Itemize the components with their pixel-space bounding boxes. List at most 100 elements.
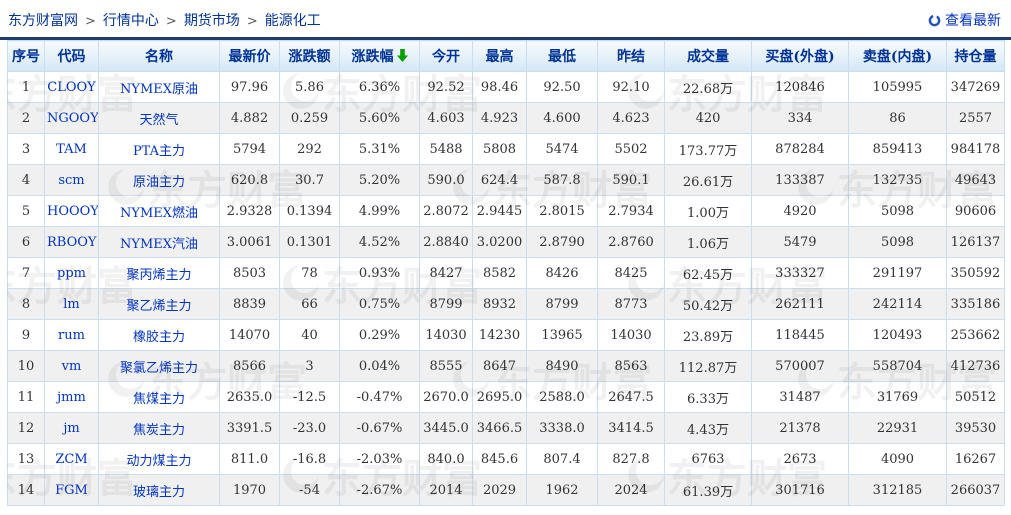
cell-prev: 5502 bbox=[597, 133, 665, 165]
name-link[interactable]: 焦煤主力 bbox=[132, 391, 185, 407]
cell-vol: 1.00万 bbox=[664, 195, 752, 227]
cell-code: NGOOY bbox=[44, 102, 99, 134]
cell-low: 8490 bbox=[526, 350, 598, 382]
column-header-label: 今开 bbox=[432, 49, 460, 65]
breadcrumb-link-2[interactable]: 期货市场 bbox=[183, 13, 240, 29]
cell-buy: 4920 bbox=[751, 195, 849, 227]
column-header-high[interactable]: 最高 bbox=[472, 40, 527, 72]
name-link[interactable]: 聚乙烯主力 bbox=[126, 298, 192, 314]
cell-high: 624.4 bbox=[472, 164, 527, 196]
code-link[interactable]: jmm bbox=[57, 389, 86, 405]
code-link[interactable]: HOOOY bbox=[47, 203, 99, 219]
code-link[interactable]: FGM bbox=[55, 482, 88, 498]
column-header-open[interactable]: 今开 bbox=[419, 40, 473, 72]
code-link[interactable]: scm bbox=[58, 172, 85, 188]
cell-open: 8799 bbox=[419, 288, 473, 320]
cell-buy: 334 bbox=[751, 102, 849, 134]
cell-vol: 26.61万 bbox=[664, 164, 752, 196]
column-header-prev[interactable]: 昨结 bbox=[597, 40, 665, 72]
cell-no: 9 bbox=[7, 319, 45, 351]
name-link[interactable]: 橡胶主力 bbox=[132, 329, 185, 345]
cell-prev: 3414.5 bbox=[597, 412, 665, 444]
cell-price: 3.0061 bbox=[219, 226, 280, 258]
code-link[interactable]: ZCM bbox=[55, 451, 88, 467]
column-header-label: 名称 bbox=[145, 49, 173, 65]
code-link[interactable]: RBOOY bbox=[47, 234, 97, 250]
column-header-code[interactable]: 代码 bbox=[44, 40, 99, 72]
cell-chg: 0.1394 bbox=[279, 195, 340, 227]
cell-buy: 262111 bbox=[751, 288, 849, 320]
cell-buy: 5479 bbox=[751, 226, 849, 258]
breadcrumb-link-3[interactable]: 能源化工 bbox=[264, 13, 321, 29]
column-header-low[interactable]: 最低 bbox=[526, 40, 598, 72]
code-link[interactable]: ppm bbox=[57, 265, 86, 281]
column-header-no[interactable]: 序号 bbox=[7, 40, 45, 72]
column-header-buy[interactable]: 买盘(外盘) bbox=[751, 40, 849, 72]
cell-open: 2.8072 bbox=[419, 195, 473, 227]
table-row: 1 CLOOY NYMEX原油 97.96 5.86 6.36% 92.52 98.46 92.… bbox=[7, 71, 1005, 103]
cell-chg: -12.5 bbox=[279, 381, 340, 413]
cell-name: 焦炭主力 bbox=[98, 412, 220, 444]
column-header-vol[interactable]: 成交量 bbox=[664, 40, 752, 72]
cell-sell: 31769 bbox=[848, 381, 947, 413]
code-link[interactable]: CLOOY bbox=[47, 79, 96, 95]
cell-price: 8503 bbox=[219, 257, 280, 289]
name-link[interactable]: 玻璃主力 bbox=[132, 484, 185, 500]
column-header-label: 最低 bbox=[548, 49, 576, 65]
cell-prev: 2024 bbox=[597, 474, 665, 506]
code-link[interactable]: vm bbox=[61, 358, 82, 374]
code-link[interactable]: TAM bbox=[56, 141, 87, 157]
cell-vol: 1.06万 bbox=[664, 226, 752, 258]
code-link[interactable]: jm bbox=[63, 420, 80, 436]
table-header: 序号 代码 名称 最新价 涨跌额 涨跌幅 今开 最高 最低 昨结 成交量 买盘(外盘) 卖盘(内盘) 持仓… bbox=[7, 40, 1005, 72]
breadcrumb-link-0[interactable]: 东方财富网 bbox=[8, 13, 78, 29]
cell-sell: 86 bbox=[848, 102, 947, 134]
column-header-label: 持仓量 bbox=[954, 49, 997, 65]
column-header-sell[interactable]: 卖盘(内盘) bbox=[848, 40, 947, 72]
table-row: 9 rum 橡胶主力 14070 40 0.29% 14030 14230 13965 14030… bbox=[7, 319, 1005, 351]
column-header-label: 最新价 bbox=[228, 49, 271, 65]
cell-open: 590.0 bbox=[419, 164, 473, 196]
name-link[interactable]: 聚丙烯主力 bbox=[126, 267, 192, 283]
cell-buy: 2673 bbox=[751, 443, 849, 475]
column-header-label: 卖盘(内盘) bbox=[862, 49, 933, 65]
cell-no: 4 bbox=[7, 164, 45, 196]
refresh-icon bbox=[928, 14, 941, 27]
column-header-name[interactable]: 名称 bbox=[98, 40, 220, 72]
column-header-pct[interactable]: 涨跌幅 bbox=[339, 40, 420, 72]
column-header-chg[interactable]: 涨跌额 bbox=[279, 40, 340, 72]
cell-no: 2 bbox=[7, 102, 45, 134]
code-link[interactable]: NGOOY bbox=[47, 110, 99, 126]
name-link[interactable]: 聚氯乙烯主力 bbox=[119, 360, 198, 376]
name-link[interactable]: 原油主力 bbox=[132, 174, 185, 190]
cell-buy: 118445 bbox=[751, 319, 849, 351]
cell-low: 13965 bbox=[526, 319, 598, 351]
cell-oi: 90606 bbox=[946, 195, 1005, 227]
name-link[interactable]: 动力煤主力 bbox=[126, 453, 192, 469]
cell-prev: 590.1 bbox=[597, 164, 665, 196]
cell-no: 14 bbox=[7, 474, 45, 506]
breadcrumb-link-1[interactable]: 行情中心 bbox=[102, 13, 159, 29]
name-link[interactable]: 焦炭主力 bbox=[132, 422, 185, 438]
cell-buy: 333327 bbox=[751, 257, 849, 289]
cell-buy: 21378 bbox=[751, 412, 849, 444]
cell-no: 13 bbox=[7, 443, 45, 475]
name-link[interactable]: NYMEX原油 bbox=[119, 81, 198, 97]
name-link[interactable]: 天然气 bbox=[139, 112, 179, 128]
cell-code: ZCM bbox=[44, 443, 99, 475]
name-link[interactable]: PTA主力 bbox=[132, 143, 186, 159]
cell-chg: 30.7 bbox=[279, 164, 340, 196]
cell-oi: 50512 bbox=[946, 381, 1005, 413]
cell-price: 2635.0 bbox=[219, 381, 280, 413]
name-link[interactable]: NYMEX燃油 bbox=[119, 205, 198, 221]
cell-no: 6 bbox=[7, 226, 45, 258]
column-header-price[interactable]: 最新价 bbox=[219, 40, 280, 72]
refresh-latest-link[interactable]: 查看最新 bbox=[928, 10, 1001, 30]
column-header-oi[interactable]: 持仓量 bbox=[946, 40, 1005, 72]
code-link[interactable]: lm bbox=[63, 296, 80, 312]
cell-prev: 8425 bbox=[597, 257, 665, 289]
code-link[interactable]: rum bbox=[58, 327, 85, 343]
name-link[interactable]: NYMEX汽油 bbox=[119, 236, 198, 252]
cell-chg: 66 bbox=[279, 288, 340, 320]
cell-code: FGM bbox=[44, 474, 99, 506]
